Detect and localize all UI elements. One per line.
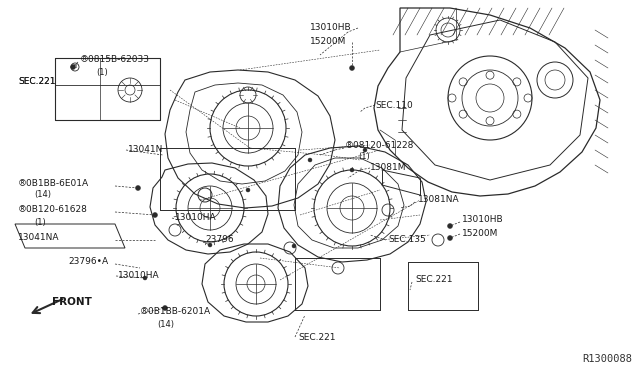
Text: SEC.221: SEC.221 (18, 77, 56, 87)
Text: ®0815B-62033: ®0815B-62033 (80, 55, 150, 64)
Text: SEC.135: SEC.135 (388, 235, 426, 244)
Text: (1): (1) (96, 67, 108, 77)
Circle shape (308, 158, 312, 162)
Circle shape (136, 186, 141, 190)
Circle shape (246, 188, 250, 192)
Text: R1300088: R1300088 (582, 354, 632, 364)
Text: B: B (74, 64, 77, 70)
Circle shape (208, 243, 212, 247)
Text: (14): (14) (157, 320, 174, 328)
Text: 13081M: 13081M (370, 164, 406, 173)
Circle shape (143, 276, 147, 280)
Text: SEC.221: SEC.221 (298, 333, 335, 341)
Text: 13010HA: 13010HA (175, 214, 216, 222)
Text: 13081NA: 13081NA (418, 196, 460, 205)
Circle shape (292, 244, 296, 248)
Text: SEC.110: SEC.110 (375, 100, 413, 109)
Text: ®0B1BB-6201A: ®0B1BB-6201A (140, 308, 211, 317)
Text: SEC.221: SEC.221 (415, 276, 452, 285)
Text: 13041N: 13041N (128, 145, 163, 154)
Text: FRONT: FRONT (52, 297, 92, 307)
Text: 23796: 23796 (205, 235, 234, 244)
Circle shape (447, 224, 452, 228)
Text: 15200M: 15200M (310, 38, 346, 46)
Circle shape (163, 305, 168, 311)
Text: 15200M: 15200M (462, 228, 499, 237)
Circle shape (447, 235, 452, 241)
Text: ®0B120-61628: ®0B120-61628 (18, 205, 88, 215)
Text: 13010HB: 13010HB (462, 215, 504, 224)
Text: SEC.221: SEC.221 (18, 77, 56, 87)
Text: 13010HB: 13010HB (310, 23, 351, 32)
Text: 13041NA: 13041NA (18, 234, 60, 243)
Circle shape (152, 212, 157, 218)
Circle shape (349, 65, 355, 71)
Circle shape (350, 168, 354, 172)
Text: 13010HA: 13010HA (118, 270, 159, 279)
Text: ®08120-61228: ®08120-61228 (345, 141, 414, 150)
Text: ®0B1BB-6E01A: ®0B1BB-6E01A (18, 179, 89, 187)
Text: (1): (1) (358, 153, 370, 161)
Circle shape (363, 148, 367, 152)
Text: 23796•A: 23796•A (68, 257, 108, 266)
Text: (1): (1) (34, 218, 45, 227)
Text: (14): (14) (34, 190, 51, 199)
Circle shape (70, 64, 76, 70)
